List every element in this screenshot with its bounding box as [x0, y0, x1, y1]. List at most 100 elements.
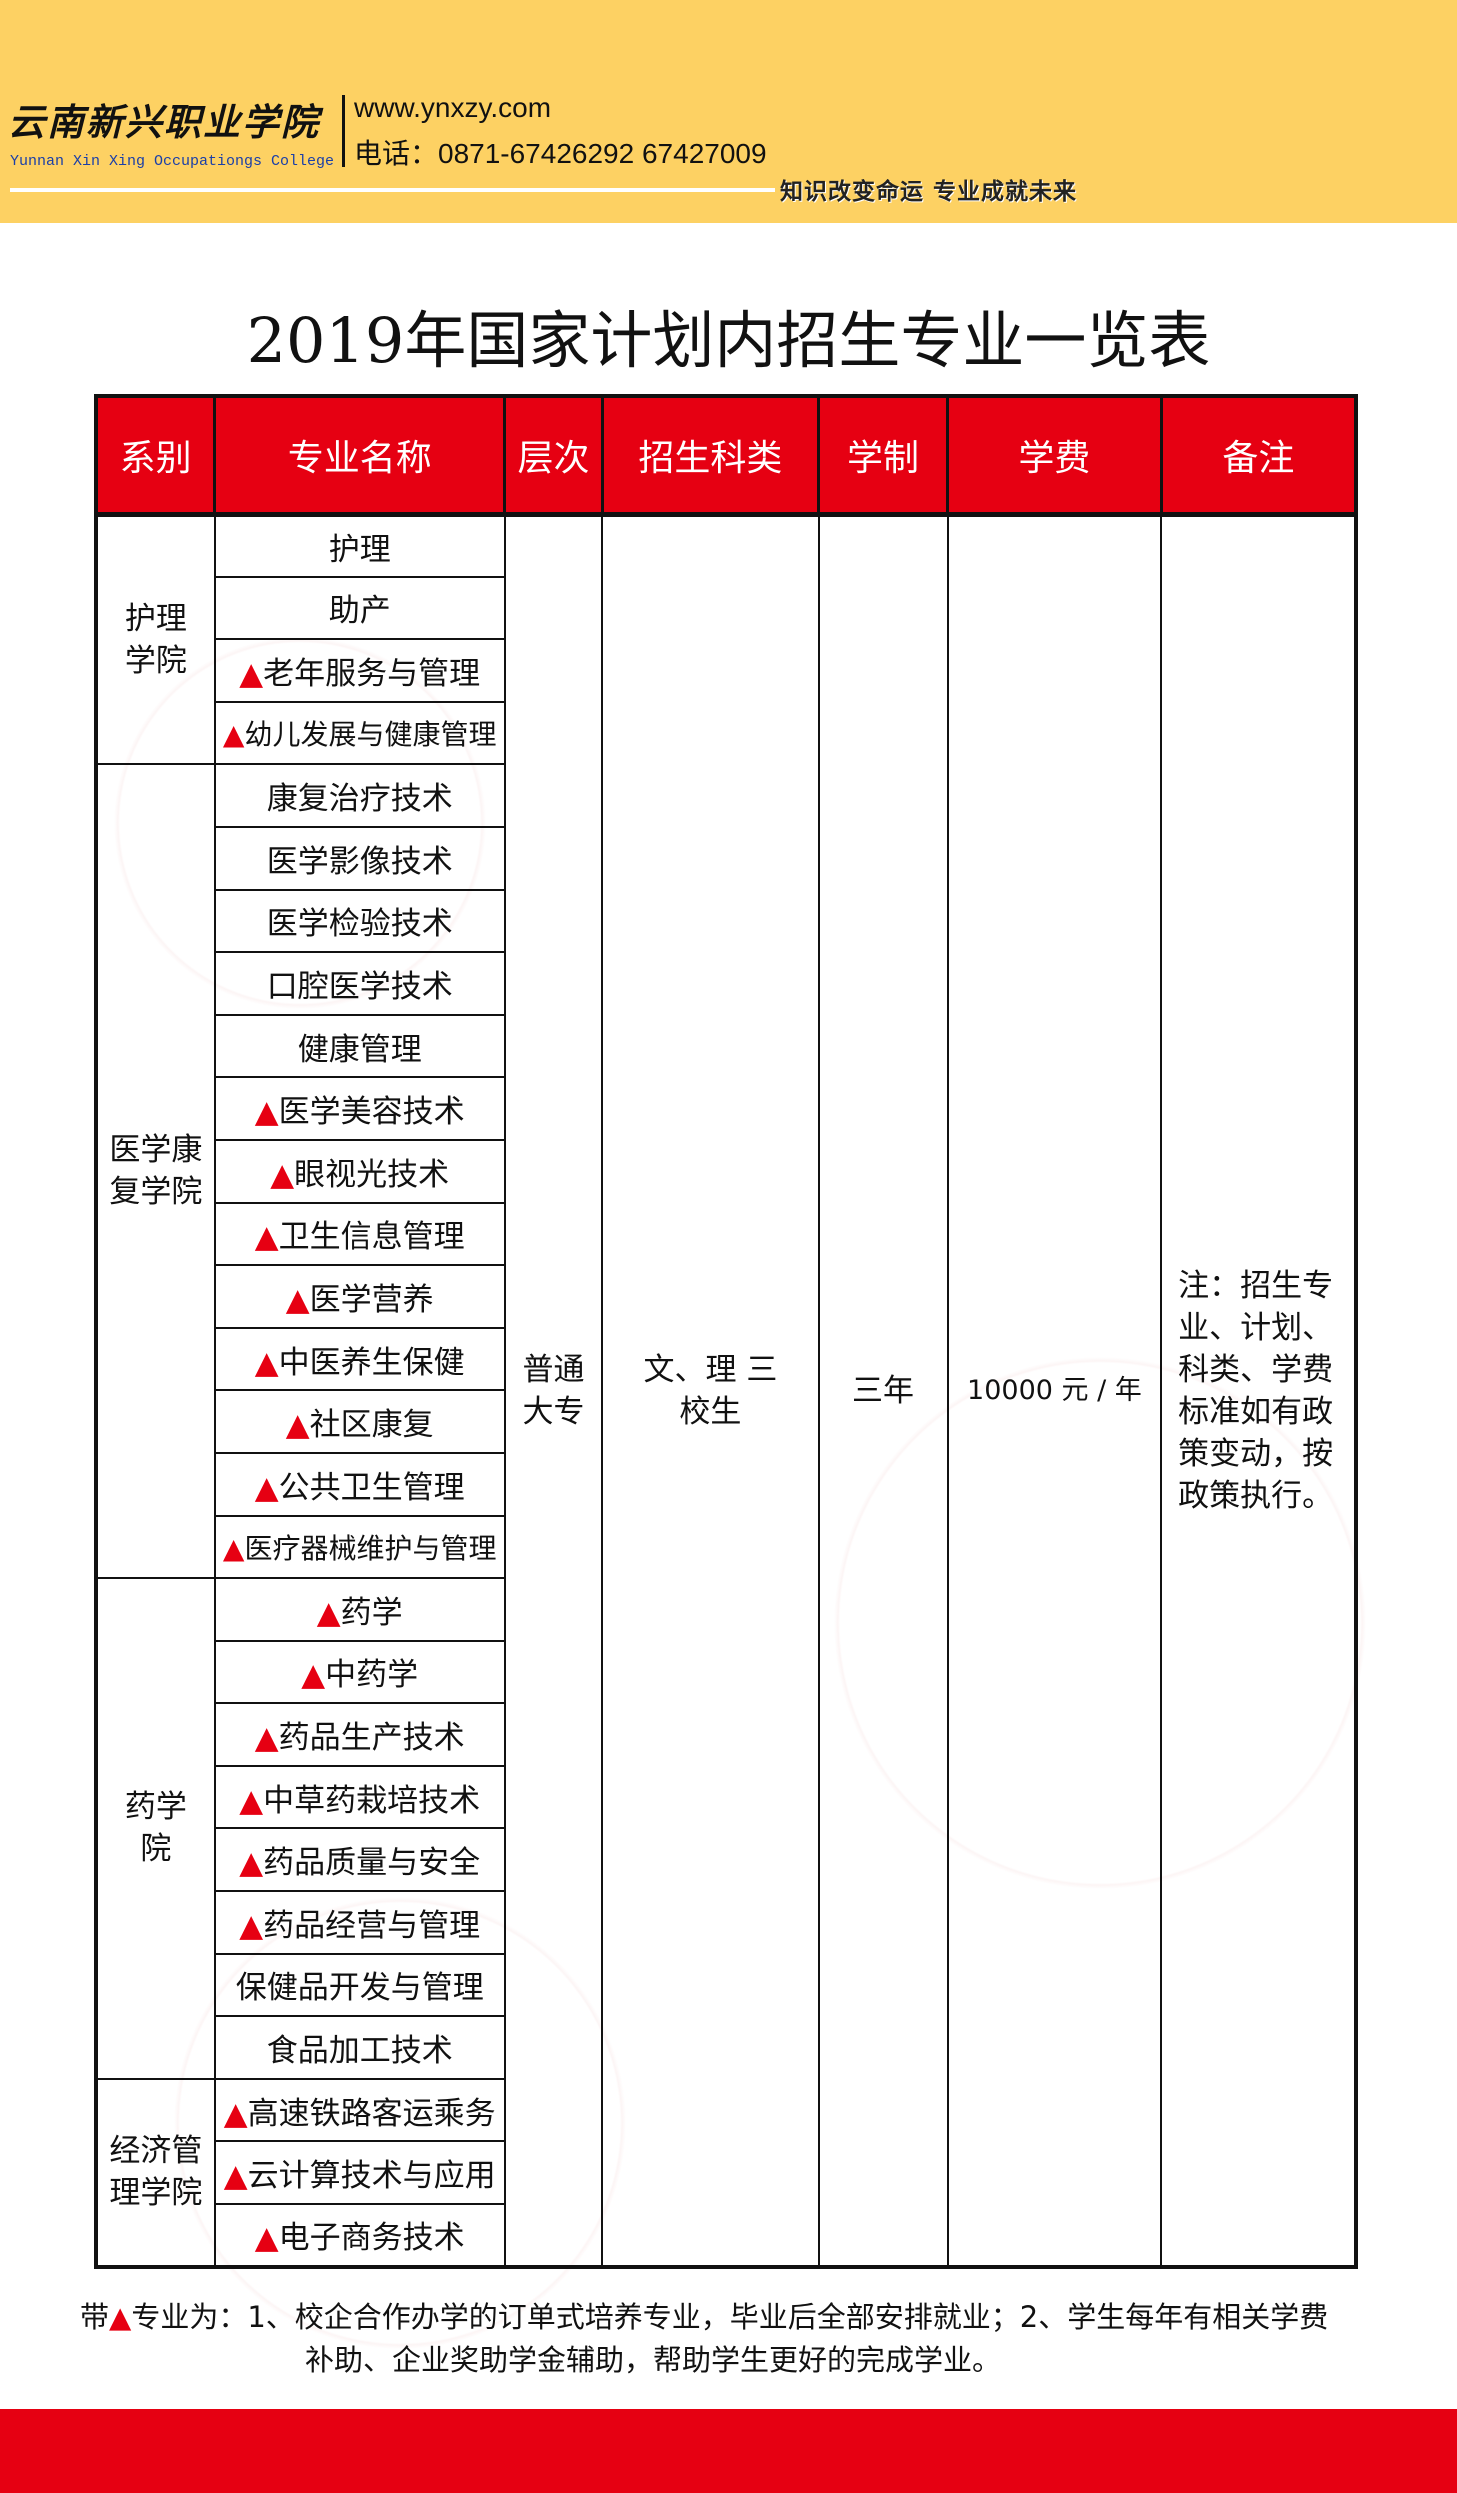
triangle-icon: ▲ [316, 1594, 341, 1631]
page-title: 2019年国家计划内招生专业一览表 [246, 304, 1211, 377]
major-cell: ▲云计算技术与应用 [213, 2140, 506, 2206]
table-row: ▲幼儿发展与健康管理 [96, 700, 1356, 766]
major-cell: ▲药品经营与管理 [213, 1890, 506, 1955]
divider [342, 95, 345, 167]
header-banner: 云南新兴职业学院 Yunnan Xin Xing Occupationgs Co… [0, 0, 1457, 223]
major-cell: ▲药品生产技术 [213, 1702, 506, 1767]
table-row: ▲卫生信息管理 [96, 1201, 1356, 1267]
major-cell: 食品加工技术 [213, 2015, 506, 2080]
table-row: ▲医疗器械维护与管理 [96, 1514, 1356, 1580]
major-cell: ▲高速铁路客运乘务 [213, 2077, 506, 2143]
table-row: ▲医学美容技术 [96, 1076, 1356, 1141]
triangle-icon: ▲ [239, 655, 264, 692]
triangle-icon: ▲ [223, 2158, 248, 2195]
table-row: ▲药品质量与安全 [96, 1827, 1356, 1893]
remark-cell: 注：招生专业、计划、科类、学费标准如有政策变动，按政策执行。 [1160, 513, 1357, 2268]
triangle-icon: ▲ [254, 1094, 279, 1131]
column-header: 层次 [503, 394, 604, 517]
major-cell: ▲药品质量与安全 [213, 1827, 506, 1893]
table-row: 医学影像技术 [96, 825, 1356, 891]
triangle-icon: ▲ [222, 1531, 245, 1565]
footnote: 带▲专业为：1、校企合作办学的订单式培养专业，毕业后全部安排就业；2、学生每年有… [80, 2300, 1329, 2377]
logo-chinese: 云南新兴职业学院 [8, 100, 320, 144]
major-cell: ▲眼视光技术 [213, 1138, 506, 1204]
triangle-icon: ▲ [285, 1281, 310, 1318]
table-row: ▲药品生产技术 [96, 1702, 1356, 1767]
triangle-icon: ▲ [285, 1407, 310, 1444]
major-cell: 护理 [213, 513, 506, 578]
divider-line [10, 188, 775, 192]
triangle-icon: ▲ [254, 1344, 279, 1381]
phone: 电话：0871-67426292 67427009 [354, 138, 767, 169]
table-row: 食品加工技术 [96, 2015, 1356, 2080]
column-header: 学制 [817, 394, 950, 517]
table-row: 医学康复学院 康复治疗技术 [95, 763, 1356, 1580]
major-cell: 保健品开发与管理 [213, 1952, 506, 2018]
table-row: ▲老年服务与管理 [96, 638, 1356, 703]
major-cell: ▲中草药栽培技术 [213, 1764, 506, 1830]
table-row: 保健品开发与管理 [96, 1952, 1356, 2018]
column-header: 招生科类 [600, 394, 821, 517]
triangle-icon: ▲ [254, 1720, 279, 1757]
duration-cell: 三年 [817, 513, 949, 2268]
department-cell: 护理学院 [95, 512, 216, 766]
table-row: ▲云计算技术与应用 [96, 2140, 1356, 2206]
major-cell: ▲医学美容技术 [213, 1076, 506, 1141]
table-row: 药学院 ▲药学 [95, 1577, 1356, 2080]
triangle-icon: ▲ [239, 1782, 264, 1819]
major-cell: 医学影像技术 [213, 825, 506, 891]
major-cell: ▲电子商务技术 [213, 2203, 506, 2268]
column-header: 系别 [94, 394, 217, 517]
triangle-icon: ▲ [254, 2220, 279, 2257]
major-cell: ▲社区康复 [213, 1389, 506, 1454]
table-row: ▲眼视光技术 [96, 1138, 1356, 1204]
major-cell: ▲中药学 [213, 1639, 506, 1705]
level-cell: 普通大专 [503, 513, 604, 2268]
major-cell: ▲医学营养 [213, 1264, 506, 1329]
table-row: ▲中医养生保健 [96, 1326, 1356, 1392]
table-row: ▲电子商务技术 [96, 2203, 1356, 2268]
triangle-icon: ▲ [301, 1657, 326, 1694]
category-cell: 文、理 三校生 [601, 513, 820, 2268]
triangle-icon: ▲ [239, 1845, 264, 1882]
footer-bar [0, 2409, 1457, 2493]
slogan: 知识改变命运 专业成就未来 [780, 179, 1078, 205]
table-row: ▲药品经营与管理 [96, 1890, 1356, 1955]
table-row: 医学检验技术 [96, 888, 1356, 954]
triangle-icon: ▲ [254, 1219, 279, 1256]
department-cell: 医学康复学院 [95, 763, 216, 1580]
table-row: ▲中草药栽培技术 [96, 1764, 1356, 1830]
table-row: 口腔医学技术 [96, 951, 1356, 1016]
triangle-icon: ▲ [222, 718, 245, 752]
majors-table: 系别 专业名称 层次 招生科类 学制 学费 备注 护理学院 护理 普通大专 文、理 三校生 三年 10… [94, 394, 1358, 2269]
major-cell: 助产 [213, 575, 506, 641]
table-row: ▲医学营养 [96, 1264, 1356, 1329]
website: www.ynxzy.com [354, 92, 552, 123]
department-cell: 药学院 [95, 1577, 216, 2080]
table-row: ▲中药学 [96, 1639, 1356, 1705]
triangle-icon: ▲ [254, 1469, 279, 1506]
major-cell: 医学检验技术 [213, 888, 506, 954]
tuition-cell: 10000 元 / 年 [946, 513, 1163, 2268]
table-row: ▲社区康复 [96, 1389, 1356, 1454]
column-header: 学费 [946, 394, 1163, 517]
triangle-icon: ▲ [239, 1907, 264, 1944]
major-cell: ▲幼儿发展与健康管理 [213, 700, 506, 766]
major-cell: ▲中医养生保健 [213, 1326, 506, 1392]
major-cell: ▲老年服务与管理 [213, 638, 506, 703]
table-row: 助产 [96, 575, 1356, 641]
major-cell: ▲公共卫生管理 [213, 1451, 506, 1517]
triangle-icon: ▲ [109, 2300, 132, 2334]
triangle-icon: ▲ [223, 2095, 248, 2132]
major-cell: 康复治疗技术 [213, 763, 506, 828]
column-header: 备注 [1159, 394, 1358, 517]
major-cell: 口腔医学技术 [213, 951, 506, 1016]
column-header: 专业名称 [213, 394, 507, 517]
table-row: 健康管理 [96, 1013, 1356, 1079]
table-row: ▲公共卫生管理 [96, 1451, 1356, 1517]
major-cell: ▲卫生信息管理 [213, 1201, 506, 1267]
table-row: 护理学院 护理 普通大专 文、理 三校生 三年 10000 元 / 年注：招生专业、计划、… [95, 512, 1357, 2268]
table-row: 经济管理学院 ▲高速铁路客运乘务 [95, 2077, 1356, 2268]
major-cell: ▲医疗器械维护与管理 [213, 1514, 506, 1580]
department-cell: 经济管理学院 [95, 2077, 216, 2268]
